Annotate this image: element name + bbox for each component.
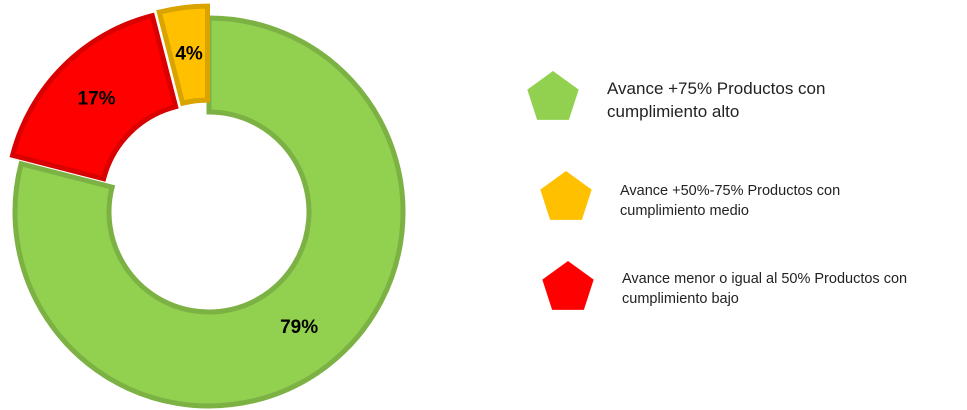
data-label: 4% xyxy=(175,43,203,64)
legend-label: Avance +75% Productos con cumplimiento a… xyxy=(607,79,826,121)
donut-slice xyxy=(156,3,210,107)
legend-marker xyxy=(540,171,592,220)
donut-slice xyxy=(12,15,406,409)
data-label: 17% xyxy=(78,89,116,110)
legend-marker xyxy=(542,261,594,310)
legend-label: Avance menor o igual al 50% Productos co… xyxy=(622,271,908,307)
donut-slice xyxy=(9,12,179,182)
legend-label: Avance +50%-75% Productos con cumplimien… xyxy=(620,183,841,219)
data-label: 79% xyxy=(280,317,318,338)
legend-marker xyxy=(527,71,579,120)
